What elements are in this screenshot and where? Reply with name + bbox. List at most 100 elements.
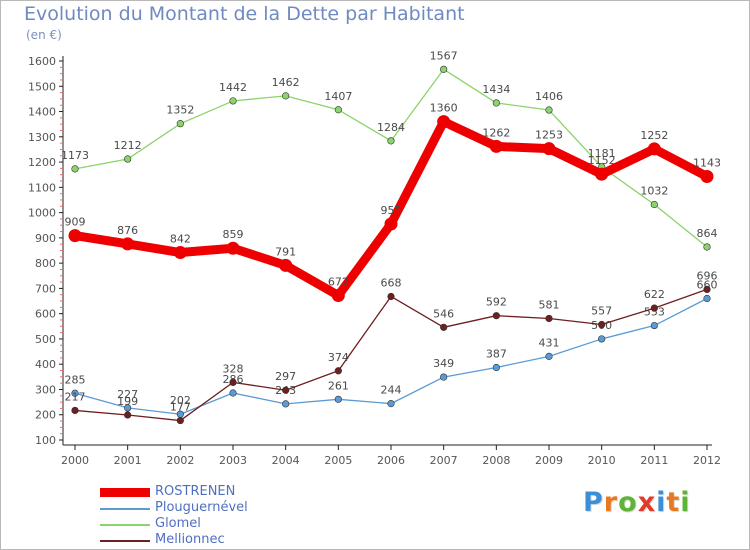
x-tick-label: 2008: [482, 454, 510, 467]
data-point-plouguern-vel: [703, 294, 711, 303]
data-label-glomel: 1406: [535, 90, 563, 103]
data-point-plouguern-vel: [387, 400, 395, 408]
data-point-plouguern-vel: [282, 400, 290, 408]
data-point-plouguern-vel: [650, 321, 658, 330]
data-label-rostrenen: 1252: [640, 129, 668, 142]
data-label-rostrenen: 909: [65, 216, 86, 229]
y-tick-label: 1500: [28, 80, 56, 93]
data-label-plouguern-vel: 349: [433, 357, 454, 370]
data-label-rostrenen: 1143: [693, 156, 721, 169]
data-point-glomel: [176, 120, 184, 128]
y-tick-label: 100: [35, 434, 56, 447]
x-tick-label: 2009: [535, 454, 563, 467]
data-point-plouguern-vel: [492, 363, 500, 372]
legend-item-glomel: Glomel: [100, 516, 340, 533]
data-point-mellionnec: [282, 386, 290, 394]
data-label-glomel: 1442: [219, 81, 247, 94]
data-label-plouguern-vel: 261: [328, 379, 349, 392]
data-label-plouguern-vel: 285: [65, 373, 86, 386]
data-label-rostrenen: 672: [328, 275, 349, 288]
x-tick-label: 2006: [377, 454, 405, 467]
data-point-plouguern-vel: [545, 352, 553, 360]
brand-letter: x: [637, 487, 657, 518]
data-point-glomel: [492, 99, 500, 107]
data-point-glomel: [124, 155, 132, 163]
data-label-glomel: 1032: [640, 185, 668, 198]
data-label-rostrenen: 842: [170, 233, 191, 246]
data-point-rostrenen: [331, 288, 345, 302]
data-label-plouguern-vel: 387: [486, 347, 507, 360]
data-point-rostrenen: [542, 142, 556, 156]
x-tick-label: 2012: [693, 454, 721, 467]
x-tick-label: 2011: [640, 454, 668, 467]
data-point-rostrenen: [226, 241, 240, 255]
data-point-plouguern-vel: [124, 404, 132, 412]
data-label-plouguern-vel: 244: [381, 384, 402, 397]
data-point-glomel: [229, 97, 237, 105]
data-label-plouguern-vel: 553: [644, 306, 665, 319]
data-point-mellionnec: [229, 378, 237, 386]
y-tick-label: 600: [35, 308, 56, 321]
data-label-mellionnec: 622: [644, 288, 665, 301]
series-plouguern-vel: 285227202286243261244349387431500553660: [65, 279, 718, 418]
legend-swatch: [100, 524, 150, 526]
data-label-mellionnec: 546: [433, 307, 454, 320]
brand-letter: o: [618, 487, 638, 518]
data-point-glomel: [334, 106, 342, 114]
series-rostrenen: 909 876 842 859 791 672 955 1360 1262 1253 1152 125…: [65, 102, 721, 302]
data-point-rostrenen: [437, 115, 451, 129]
data-label-rostrenen: 955: [381, 204, 402, 217]
data-label-mellionnec: 199: [117, 395, 138, 408]
chart-title: Evolution du Montant de la Dette par Hab…: [24, 3, 465, 25]
data-label-rostrenen: 859: [223, 228, 244, 241]
data-label-rostrenen: 876: [117, 224, 138, 237]
data-label-rostrenen: 1152: [588, 154, 616, 167]
data-point-rostrenen: [489, 139, 503, 153]
brand-letter: i: [656, 487, 667, 518]
x-tick-label: 2002: [166, 454, 194, 467]
data-point-plouguern-vel: [334, 395, 342, 403]
data-label-mellionnec: 592: [486, 296, 507, 309]
legend-item-rostrenen: ROSTRENEN: [100, 484, 340, 501]
legend-label: Plouguernével: [155, 500, 248, 515]
y-tick-label: 200: [35, 409, 56, 422]
y-tick-label: 1400: [28, 106, 56, 119]
data-label-glomel: 1352: [166, 104, 194, 117]
data-label-mellionnec: 668: [381, 276, 402, 289]
data-point-glomel: [650, 200, 658, 209]
data-point-mellionnec: [545, 314, 553, 323]
data-point-glomel: [282, 92, 290, 100]
brand-letter: P: [583, 487, 604, 518]
data-point-mellionnec: [334, 367, 342, 375]
line-chart: 100 200 300 400 500 600 700 800 900 1000 1100 1200 1…: [28, 49, 721, 467]
y-tick-label: 1100: [28, 181, 56, 194]
data-point-plouguern-vel: [440, 373, 448, 381]
legend-swatch: [100, 540, 150, 542]
y-tick-label: 700: [35, 282, 56, 295]
data-label-plouguern-vel: 227: [117, 388, 138, 401]
legend-label: Glomel: [155, 516, 201, 531]
x-tick-label: 2003: [219, 454, 247, 467]
brand-letter: i: [680, 487, 691, 518]
data-label-plouguern-vel: 431: [539, 336, 560, 349]
x-tick-label: 2000: [61, 454, 89, 467]
data-point-mellionnec: [598, 320, 606, 329]
legend-item-plouguern-vel: Plouguernével: [100, 500, 340, 517]
y-tick-label: 500: [35, 333, 56, 346]
y-tick-label: 1600: [28, 55, 56, 68]
legend-label: Mellionnec: [155, 532, 225, 547]
data-point-rostrenen: [700, 169, 714, 183]
x-tick-label: 2010: [588, 454, 616, 467]
data-label-mellionnec: 557: [591, 305, 612, 318]
data-point-rostrenen: [384, 217, 398, 231]
data-label-mellionnec: 581: [539, 298, 560, 311]
legend-swatch: [100, 508, 150, 510]
data-point-plouguern-vel: [598, 335, 606, 343]
data-point-glomel: [545, 106, 553, 114]
data-point-glomel: [440, 65, 448, 73]
data-point-rostrenen: [68, 229, 82, 243]
data-label-mellionnec: 328: [223, 362, 244, 375]
data-point-mellionnec: [176, 416, 184, 425]
legend: ROSTRENEN Plouguernével Glomel Mellionnec: [100, 484, 340, 549]
data-label-glomel: 864: [697, 227, 718, 240]
